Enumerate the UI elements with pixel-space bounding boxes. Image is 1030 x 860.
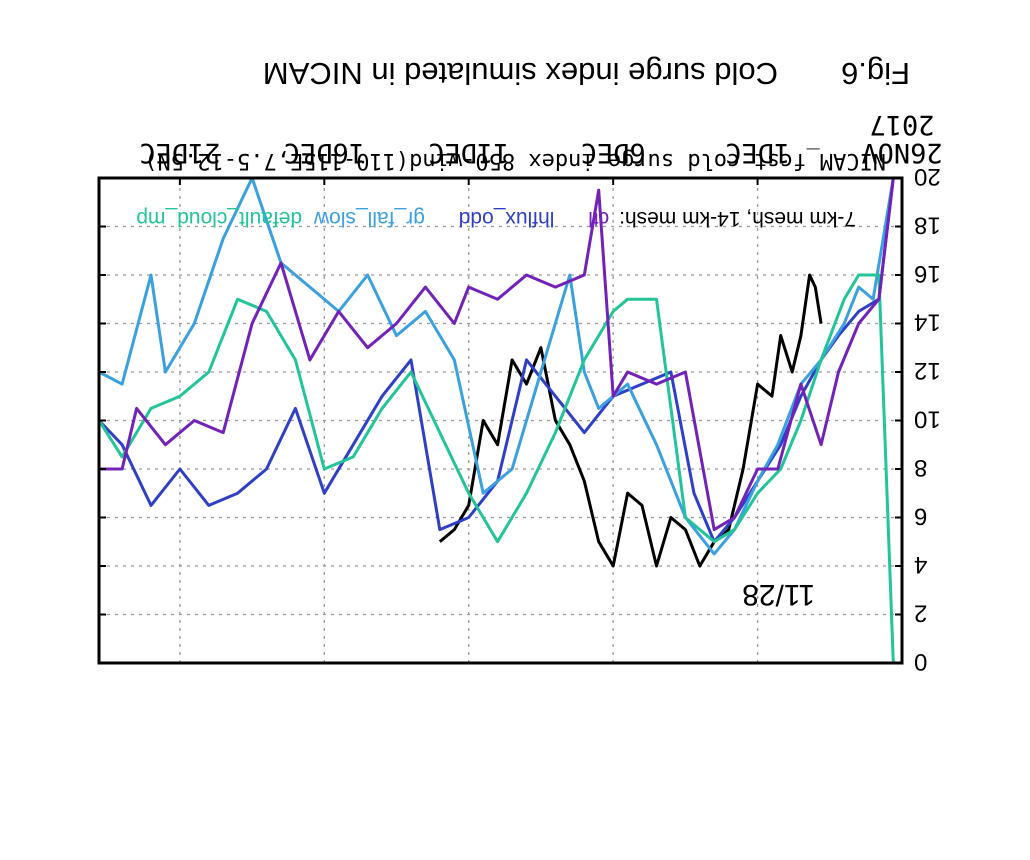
y-axis-ticks: 0 2 4 6 8 10 12 14 16 18 20: [99, 163, 941, 675]
x-tick-label: 16DEC: [284, 137, 365, 168]
y-tick-label: 14: [914, 309, 941, 336]
fig-caption: Cold surge index simulated in NICAM: [263, 56, 778, 91]
legend-lhflux-odd: lhflux_odd: [459, 207, 555, 230]
x-tick-label: 6DEC: [581, 137, 646, 168]
y-tick-label: 8: [914, 454, 927, 481]
y-tick-label: 10: [914, 406, 941, 433]
fig-label: Fig.6: [841, 56, 910, 91]
legend-default-cloud-mp: default_cloud_mp: [136, 207, 302, 230]
y-tick-label: 16: [914, 260, 941, 287]
y-tick-label: 12: [914, 357, 941, 384]
x-tick-label: 26NOV: [861, 137, 942, 168]
chart-title: NICAM_fcst cold surge index 850-wind(110…: [144, 148, 886, 173]
y-tick-label: 6: [914, 503, 927, 530]
y-tick-label: 4: [914, 551, 927, 578]
series-line-1: [97, 177, 895, 544]
x-tick-label: 11DEC: [428, 137, 509, 168]
y-tick-label: 20: [914, 163, 941, 190]
series-line-2: [98, 176, 895, 556]
series-line-3: [97, 273, 895, 664]
legend: 7-km mesh, 14-km mesh: ctl lhflux_odd gr…: [136, 207, 856, 230]
series-line-4: [99, 177, 895, 532]
legend-ctl: ctl: [588, 207, 609, 230]
legend-prefix: 7-km mesh, 14-km mesh:: [619, 207, 856, 230]
y-tick-label: 2: [914, 600, 927, 627]
x-tick-label: 1DEC: [725, 137, 790, 168]
series-lines: [97, 176, 895, 664]
x-tick-sublabel: 2017: [869, 109, 934, 140]
y-tick-label: 18: [914, 212, 941, 239]
legend-gr-fall-slow: gr_fall_slow: [313, 207, 425, 230]
annotation-11-28: 11/28: [742, 578, 815, 611]
y-tick-label: 0: [914, 648, 927, 675]
series-line-0: [438, 273, 823, 568]
x-tick-label: 21DEC: [139, 137, 220, 168]
